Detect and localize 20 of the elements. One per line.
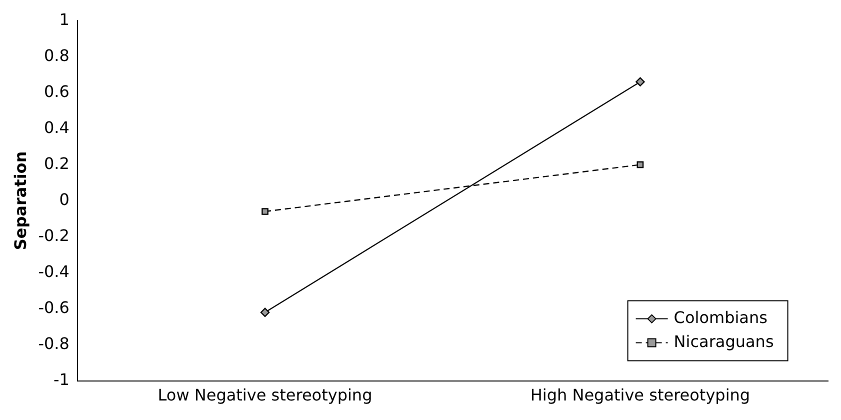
- y-tick-label: 0: [59, 190, 70, 209]
- y-tick-label: -1: [53, 370, 70, 389]
- y-tick-label: 0.6: [44, 82, 70, 101]
- y-tick-label: -0.8: [38, 334, 70, 353]
- y-tick-label: -0.2: [38, 226, 70, 245]
- point: [636, 161, 644, 168]
- y-tick-label: 0.2: [44, 154, 70, 173]
- point: [262, 208, 268, 215]
- y-tick-label: -0.4: [38, 262, 70, 281]
- legend-label: Colombians: [674, 308, 768, 327]
- x-tick-label: High Negative stereotyping: [530, 386, 750, 405]
- y-axis-title: Separation: [10, 151, 30, 250]
- x-tick-label: Low Negative stereotyping: [158, 386, 372, 405]
- y-tick-label: -0.6: [38, 298, 70, 317]
- point: [636, 77, 645, 86]
- y-tick-label: 0.8: [44, 46, 70, 65]
- point: [260, 308, 270, 317]
- y-tick-label: 1: [59, 10, 70, 29]
- y-tick-label: 0.4: [44, 118, 70, 137]
- legend-label: Nicaraguans: [674, 332, 774, 351]
